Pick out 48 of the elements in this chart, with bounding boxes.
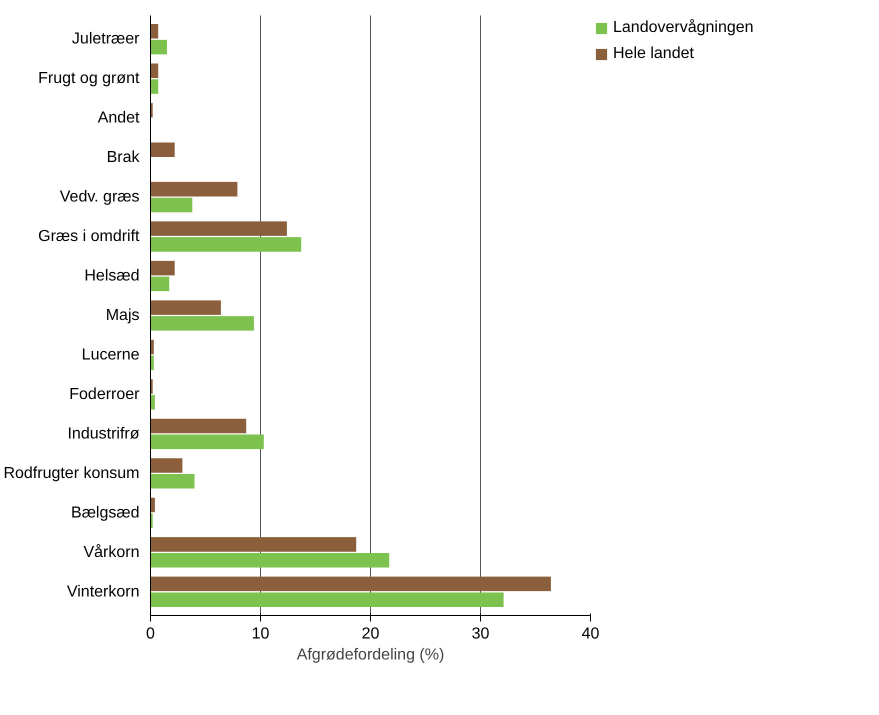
y-tick-label: Rodfrugter konsum: [3, 464, 140, 482]
y-tick-label: Juletræer: [72, 30, 140, 48]
bar: [150, 237, 302, 252]
y-tick-label: Andet: [98, 110, 140, 127]
bar: [150, 356, 154, 370]
bar: [150, 221, 287, 236]
bar: [150, 142, 175, 157]
x-tick-label: 40: [582, 626, 600, 642]
bar: [150, 198, 192, 212]
bar: [150, 260, 175, 276]
x-tick-label: 30: [472, 626, 490, 642]
bar: [150, 576, 551, 592]
bar: [150, 537, 356, 552]
x-tick-label: 20: [362, 626, 380, 642]
bar: [150, 300, 221, 315]
y-tick-label: Bælgsæd: [71, 504, 140, 522]
bar: [150, 276, 170, 292]
y-tick-label: Vedv. græs: [60, 188, 140, 206]
x-tick-label: 10: [252, 626, 270, 642]
bar: [150, 395, 155, 410]
bar: [150, 418, 246, 434]
y-tick-label: Helsæd: [84, 268, 140, 285]
y-tick-label: Vårkorn: [83, 544, 140, 561]
bar: [150, 434, 264, 450]
bar: [150, 79, 158, 94]
y-tick-label: Vinterkorn: [66, 583, 140, 600]
y-tick-label: Lucerne: [82, 346, 140, 364]
bar: [150, 40, 167, 54]
y-tick-label: Industrifrø: [67, 425, 140, 442]
bar: [150, 24, 158, 39]
y-tick-label: Græs i omdrift: [38, 228, 140, 246]
legend-label: Landovervågningen: [613, 19, 754, 37]
y-tick-label: Majs: [106, 307, 140, 324]
bar: [150, 498, 155, 512]
bar: [150, 474, 194, 489]
bar: [150, 458, 182, 473]
x-tick-label: 0: [146, 626, 156, 642]
bar: [150, 316, 254, 331]
bar: [150, 340, 154, 354]
y-tick-label: Frugt og grønt: [38, 70, 140, 88]
legend-label: Hele landet: [613, 45, 694, 63]
y-tick-label: Brak: [106, 149, 140, 166]
bar: [150, 592, 504, 607]
bar: [150, 182, 238, 196]
x-axis-title: Afgrødefordeling (%): [296, 646, 444, 664]
y-tick-label: Foderroer: [69, 386, 140, 403]
bar: [150, 552, 390, 568]
bar: [150, 64, 158, 78]
